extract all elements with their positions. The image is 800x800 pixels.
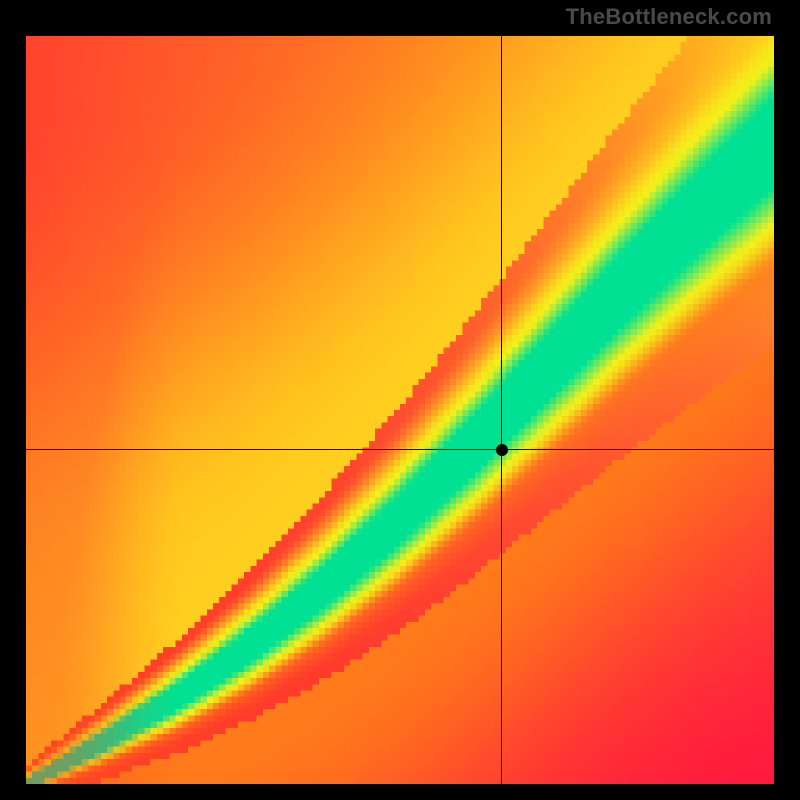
crosshair-horizontal — [26, 449, 774, 450]
bottleneck-heatmap — [26, 36, 774, 784]
figure-container: TheBottleneck.com — [0, 0, 800, 800]
attribution-text: TheBottleneck.com — [566, 4, 772, 30]
crosshair-vertical — [501, 36, 502, 784]
selection-marker — [496, 444, 508, 456]
